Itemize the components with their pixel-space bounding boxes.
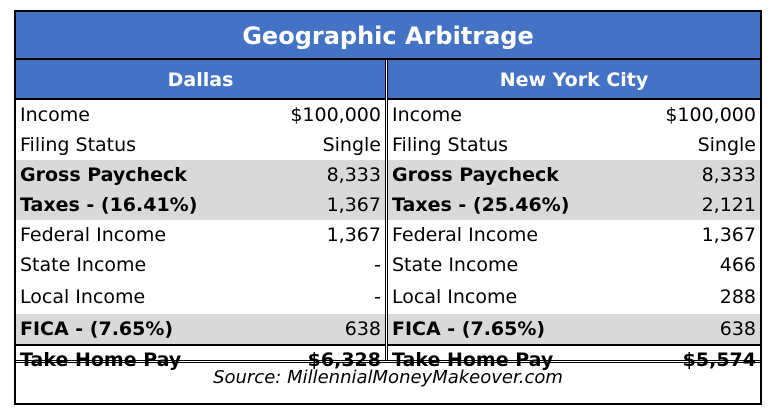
row-label: Filing Status	[20, 134, 137, 156]
income-row: Income $100,000	[16, 100, 385, 130]
row-label: Local Income	[392, 286, 518, 308]
row-label: FICA - (7.65%)	[392, 318, 546, 340]
row-value: $100,000	[665, 104, 756, 126]
row-value: $100,000	[290, 104, 381, 126]
row-value: 288	[719, 286, 756, 308]
taxes-row: Taxes - (25.46%) 2,121	[388, 190, 760, 220]
local-income-row: Local Income 288	[388, 280, 760, 314]
row-label: Taxes - (25.46%)	[392, 194, 570, 216]
row-label: State Income	[392, 254, 519, 276]
row-label: Income	[392, 104, 462, 126]
row-label: Federal Income	[20, 224, 167, 246]
row-value: 8,333	[326, 164, 381, 186]
row-value: $5,574	[682, 349, 756, 371]
row-value: -	[374, 286, 381, 308]
federal-income-row: Federal Income 1,367	[388, 220, 760, 250]
dallas-column: Dallas Income $100,000 Filing Status Sin…	[16, 60, 388, 371]
row-value: 1,367	[701, 224, 756, 246]
row-value: 638	[719, 318, 756, 340]
fica-row: FICA - (7.65%) 638	[16, 314, 385, 344]
row-value: 2,121	[701, 194, 756, 216]
state-income-row: State Income -	[16, 250, 385, 280]
take-home-pay-row: Take Home Pay $6,328	[16, 344, 385, 374]
row-label: Gross Paycheck	[20, 164, 187, 186]
table-title: Geographic Arbitrage	[16, 12, 760, 60]
row-label: State Income	[20, 254, 147, 276]
fica-row: FICA - (7.65%) 638	[388, 314, 760, 344]
filing-status-row: Filing Status Single	[16, 130, 385, 160]
row-label: Federal Income	[392, 224, 539, 246]
row-value: 1,367	[326, 194, 381, 216]
row-value: -	[374, 254, 381, 276]
row-value: Single	[322, 134, 381, 156]
row-value: Single	[697, 134, 756, 156]
comparison-table: Geographic Arbitrage Dallas Income $100,…	[14, 10, 762, 405]
row-label: FICA - (7.65%)	[20, 318, 174, 340]
row-label: Gross Paycheck	[392, 164, 559, 186]
city-columns: Dallas Income $100,000 Filing Status Sin…	[16, 60, 760, 371]
filing-status-row: Filing Status Single	[388, 130, 760, 160]
nyc-header: New York City	[388, 60, 760, 100]
source-footer: Source: MillennialMoneyMakeover.com	[16, 360, 760, 393]
nyc-column: New York City Income $100,000 Filing Sta…	[388, 60, 760, 371]
income-row: Income $100,000	[388, 100, 760, 130]
row-value: 8,333	[701, 164, 756, 186]
gross-paycheck-row: Gross Paycheck 8,333	[16, 160, 385, 190]
row-value: 466	[719, 254, 756, 276]
row-label: Take Home Pay	[20, 349, 182, 371]
row-label: Filing Status	[392, 134, 509, 156]
federal-income-row: Federal Income 1,367	[16, 220, 385, 250]
local-income-row: Local Income -	[16, 280, 385, 314]
row-label: Income	[20, 104, 90, 126]
row-value: 1,367	[326, 224, 381, 246]
row-label: Take Home Pay	[392, 349, 554, 371]
row-value: 638	[344, 318, 381, 340]
row-value: $6,328	[307, 349, 381, 371]
taxes-row: Taxes - (16.41%) 1,367	[16, 190, 385, 220]
take-home-pay-row: Take Home Pay $5,574	[388, 344, 760, 374]
row-label: Taxes - (16.41%)	[20, 194, 198, 216]
dallas-header: Dallas	[16, 60, 385, 100]
row-label: Local Income	[20, 286, 146, 308]
state-income-row: State Income 466	[388, 250, 760, 280]
gross-paycheck-row: Gross Paycheck 8,333	[388, 160, 760, 190]
